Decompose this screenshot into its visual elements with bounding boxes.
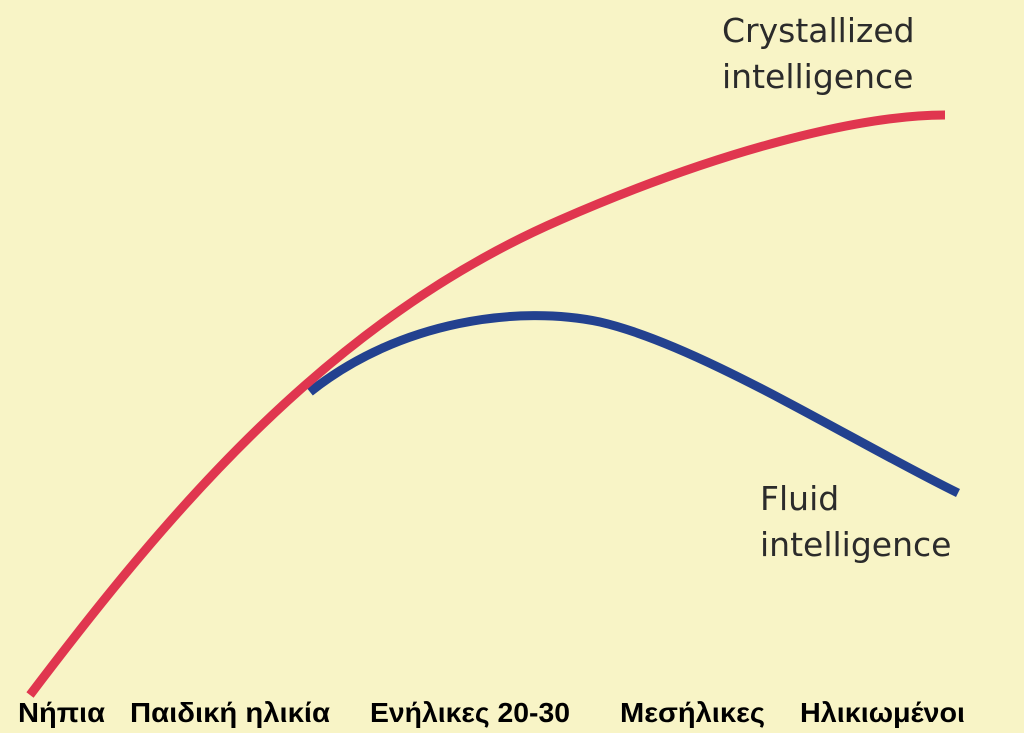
curve-label: intelligence	[760, 525, 951, 564]
age-label: Ηλικιωμένοι	[800, 697, 965, 728]
age-label: Νήπια	[18, 697, 105, 728]
curve-label: Fluid	[760, 479, 839, 518]
fluid-curve	[307, 311, 960, 498]
curve-label: Crystallized	[722, 11, 915, 50]
age-label: Ενήλικες 20-30	[370, 697, 570, 728]
age-label: Μεσήλικες	[620, 697, 765, 728]
age-label: Παιδική ηλικία	[130, 697, 330, 728]
curve-label: intelligence	[722, 57, 913, 96]
crystallized-curve	[26, 110, 946, 698]
